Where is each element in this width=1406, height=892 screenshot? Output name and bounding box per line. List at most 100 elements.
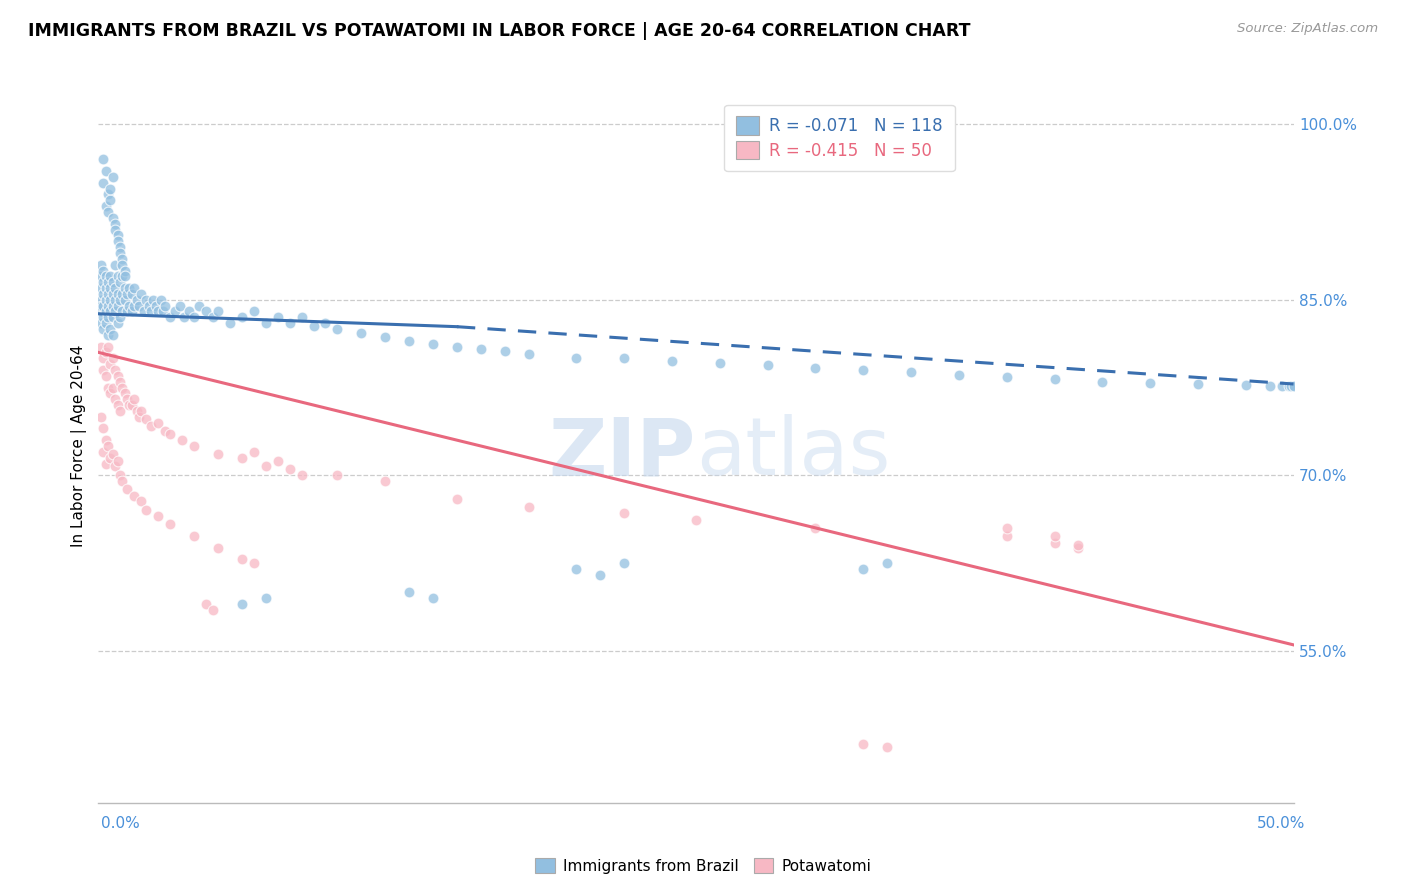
Point xyxy=(163,304,186,318)
Point xyxy=(254,316,277,330)
Point xyxy=(231,310,253,325)
Text: ZIP: ZIP xyxy=(548,414,696,492)
Point xyxy=(1187,376,1209,391)
Point xyxy=(90,299,112,313)
Point xyxy=(128,409,150,424)
Point xyxy=(517,346,540,360)
Point xyxy=(291,310,314,325)
Point xyxy=(152,304,174,318)
Point xyxy=(94,269,117,284)
Point xyxy=(114,263,136,277)
Point xyxy=(231,450,253,465)
Point xyxy=(108,275,131,289)
Point xyxy=(131,287,153,301)
Text: atlas: atlas xyxy=(696,414,890,492)
Point xyxy=(94,304,117,318)
Point xyxy=(91,287,114,301)
Point xyxy=(350,326,373,340)
Text: 0.0%: 0.0% xyxy=(101,816,141,831)
Point xyxy=(302,318,325,333)
Point xyxy=(121,398,143,412)
Point xyxy=(202,310,225,325)
Point xyxy=(118,398,141,412)
Point xyxy=(139,419,162,434)
Point xyxy=(995,521,1018,535)
Point xyxy=(107,228,129,243)
Point xyxy=(374,330,396,344)
Point xyxy=(1067,538,1090,552)
Point xyxy=(219,316,242,330)
Point xyxy=(90,409,112,424)
Point xyxy=(107,454,129,468)
Point xyxy=(118,281,141,295)
Point xyxy=(97,327,120,342)
Point xyxy=(124,299,146,313)
Point xyxy=(97,287,120,301)
Point xyxy=(173,310,195,325)
Point xyxy=(101,299,124,313)
Point xyxy=(97,380,120,394)
Point xyxy=(125,293,148,307)
Point xyxy=(565,562,588,576)
Point xyxy=(207,304,229,318)
Point xyxy=(115,287,138,301)
Point xyxy=(115,392,138,407)
Point xyxy=(107,299,129,313)
Point xyxy=(91,421,114,435)
Point xyxy=(613,506,636,520)
Point xyxy=(804,360,827,375)
Point xyxy=(108,246,131,260)
Point xyxy=(243,445,266,459)
Point xyxy=(169,299,191,313)
Text: IMMIGRANTS FROM BRAZIL VS POTAWATOMI IN LABOR FORCE | AGE 20-64 CORRELATION CHAR: IMMIGRANTS FROM BRAZIL VS POTAWATOMI IN … xyxy=(28,22,970,40)
Point xyxy=(90,281,112,295)
Point xyxy=(1139,376,1161,390)
Point xyxy=(183,529,205,543)
Point xyxy=(135,503,157,517)
Point xyxy=(446,340,468,354)
Point xyxy=(104,363,127,377)
Point xyxy=(108,404,131,418)
Point xyxy=(155,299,177,313)
Point xyxy=(131,404,153,418)
Point xyxy=(155,424,177,438)
Point xyxy=(108,375,131,389)
Point xyxy=(374,474,396,488)
Point xyxy=(101,275,124,289)
Point xyxy=(94,316,117,330)
Point xyxy=(207,541,229,555)
Point xyxy=(852,737,875,751)
Point xyxy=(254,591,277,605)
Point xyxy=(97,275,120,289)
Point xyxy=(107,368,129,383)
Point xyxy=(107,234,129,248)
Point xyxy=(91,322,114,336)
Point xyxy=(231,597,253,611)
Point xyxy=(98,293,122,307)
Point xyxy=(852,363,875,377)
Point xyxy=(101,327,124,342)
Point xyxy=(104,217,127,231)
Point xyxy=(104,458,127,473)
Legend: Immigrants from Brazil, Potawatomi: Immigrants from Brazil, Potawatomi xyxy=(529,852,877,880)
Point xyxy=(104,222,127,236)
Point xyxy=(98,181,122,195)
Point xyxy=(108,468,131,483)
Legend: R = -0.071   N = 118, R = -0.415   N = 50: R = -0.071 N = 118, R = -0.415 N = 50 xyxy=(724,104,955,171)
Point xyxy=(756,359,779,373)
Point xyxy=(101,211,124,225)
Point xyxy=(1279,379,1302,393)
Point xyxy=(589,567,612,582)
Point xyxy=(139,304,162,318)
Point xyxy=(108,293,131,307)
Point xyxy=(1234,378,1257,392)
Point xyxy=(91,363,114,377)
Point xyxy=(243,556,266,570)
Y-axis label: In Labor Force | Age 20-64: In Labor Force | Age 20-64 xyxy=(72,345,87,547)
Point xyxy=(1067,541,1090,555)
Point xyxy=(98,281,122,295)
Point xyxy=(94,293,117,307)
Point xyxy=(138,299,160,313)
Point xyxy=(94,433,117,447)
Point xyxy=(159,427,181,442)
